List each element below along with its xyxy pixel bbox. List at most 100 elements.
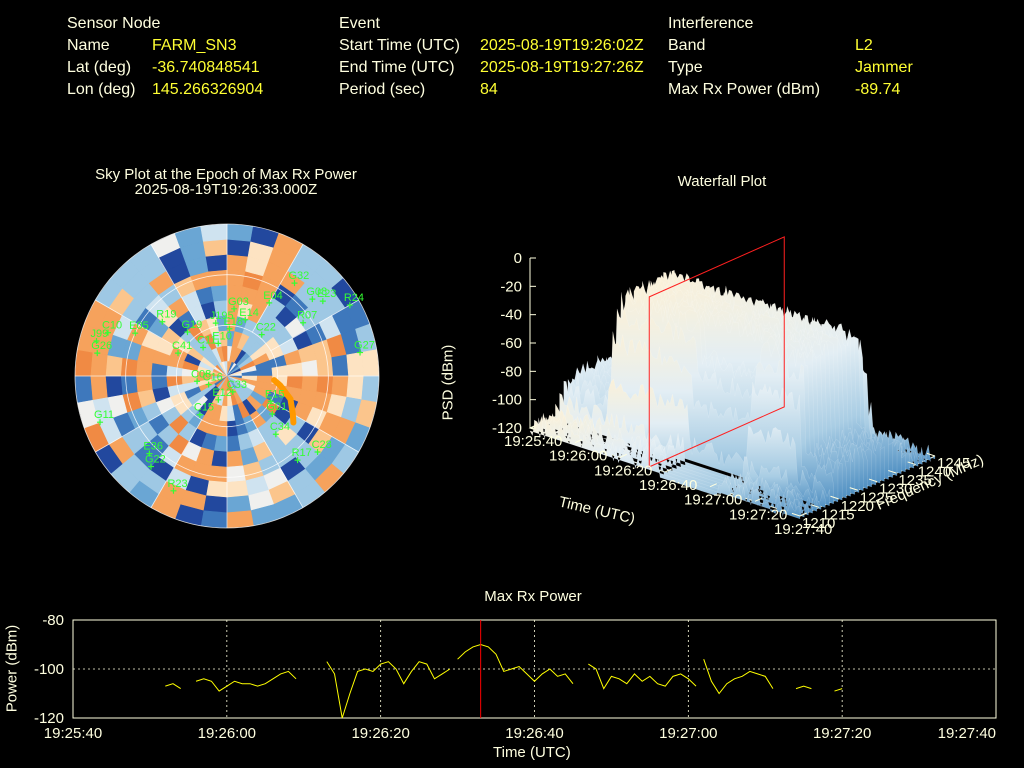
satellite-cross [205, 381, 212, 388]
sensor-lat-label: Lat (deg) [67, 59, 132, 76]
satellite-cross [196, 411, 203, 418]
freq-tick-mark [830, 495, 839, 500]
satellite-label: C08 [191, 368, 211, 380]
sky-cell [120, 375, 138, 395]
satellite-cross [272, 431, 279, 438]
satellite-cross [314, 448, 321, 455]
time-tick-mark [529, 424, 537, 429]
satellite-marker: G19 [181, 319, 202, 336]
skyplot-track [271, 377, 297, 426]
satellite-label: G32 [289, 270, 310, 282]
freq-tick-label: 1210 [802, 515, 835, 532]
satellite-marker: J99 [90, 328, 108, 345]
satellite-marker: E05 [129, 320, 149, 337]
sky-cell [200, 510, 228, 528]
satellite-marker: R23 [167, 478, 188, 494]
satellite-cross [269, 410, 276, 417]
sky-azimuth-line [251, 419, 304, 508]
power-ticks: 19:25:40 19:26:00 19:26:20 19:26:40 19:27:00… [34, 612, 996, 742]
sky-cell [208, 269, 228, 287]
satellite-label: G19 [181, 319, 202, 331]
skyplot-grid [74, 223, 380, 529]
time-tick-mark [619, 453, 627, 458]
event-end-label: End Time (UTC) [339, 59, 455, 76]
satellite-label: E36 [143, 441, 163, 453]
satellite-label: G22 [145, 454, 166, 466]
sensor-lon-value: 145.266326904 [152, 81, 264, 98]
satellite-cross [170, 487, 177, 494]
interference-power-value: -89.74 [855, 81, 901, 98]
sky-azimuth-line [95, 400, 184, 453]
event-period-value: 84 [480, 81, 498, 98]
satellite-label: R24 [344, 292, 364, 304]
power-series-segment [195, 670, 297, 692]
time-tick-label: 19:25:40 [504, 433, 562, 450]
satellite-marker: G03 [228, 296, 249, 312]
satellite-cross [93, 338, 100, 345]
waterfall-title: Waterfall Plot [677, 173, 767, 190]
sky-azimuth-line [95, 299, 184, 352]
satellite-cross [266, 299, 273, 306]
sky-azimuth-line [270, 299, 359, 352]
sky-cell [226, 510, 254, 528]
freq-tick-label: 1240 [918, 464, 951, 481]
satellite-label: E05 [129, 320, 149, 332]
sky-cell [226, 224, 254, 242]
psd-tick-label: -100 [492, 392, 522, 409]
satellite-cross [231, 305, 238, 312]
interference-band-value: L2 [855, 37, 873, 54]
satellite-label: C28 [312, 439, 332, 451]
sky-cell [205, 480, 228, 498]
sky-cell [226, 435, 241, 453]
sky-azimuth-line [251, 244, 304, 333]
psd-tick-label: -80 [500, 363, 522, 380]
time-tick-mark [754, 497, 762, 502]
satellite-label: R07 [297, 310, 317, 322]
satellite-label: G27 [354, 340, 375, 352]
max-power-track [271, 377, 297, 426]
satellite-cross [267, 398, 274, 405]
satellite-marker: G11 [94, 409, 114, 426]
sky-cell [150, 375, 168, 390]
satellite-cross [226, 325, 233, 332]
time-tick-label: 19:27:40 [774, 521, 832, 538]
satellite-cross [94, 350, 101, 357]
satellite-label: E12 [212, 387, 232, 399]
waterfall-marker-plane [648, 236, 785, 468]
sky-cell [346, 351, 365, 377]
sky-cell [331, 375, 349, 398]
satellite-label: C15 [194, 402, 214, 414]
satellite-marker: C11 [197, 335, 216, 351]
event-end-value: 2025-08-19T19:27:26Z [480, 59, 644, 76]
sensor-name-value: FARM_SN3 [152, 37, 237, 54]
sky-cell [202, 238, 228, 257]
sky-azimuth-line [150, 244, 203, 333]
skyplot-subtitle: 2025-08-19T19:26:33.000Z [134, 181, 318, 198]
time-tick-mark [709, 483, 717, 488]
power-x-tick-label: 19:26:20 [351, 725, 409, 742]
satellite-cross [132, 330, 139, 337]
satellite-marker: R24 [344, 292, 364, 309]
sky-cell [331, 354, 349, 377]
sky-cell [89, 351, 108, 377]
satellite-cross [319, 298, 326, 305]
freq-tick-label: 1225 [860, 489, 893, 506]
freq-tick-mark [907, 461, 916, 466]
sky-cell [286, 362, 304, 377]
freq-tick-mark [791, 512, 801, 517]
freq-tick-label: 1235 [898, 472, 931, 489]
satellite-label: R17 [292, 447, 312, 459]
freq-tick-label: 1230 [879, 481, 912, 498]
time-tick-label: 19:27:20 [729, 506, 787, 523]
event-start-label: Start Time (UTC) [339, 37, 460, 54]
power-y-tick-label: -100 [34, 661, 64, 678]
satellite-marker: E14 [239, 307, 259, 323]
power-x-tick-label: 19:26:40 [505, 725, 563, 742]
satellite-marker: C10 [102, 320, 122, 336]
satellite-marker: G22 [145, 454, 166, 470]
sky-cell [105, 354, 123, 377]
waterfall-ridge [529, 420, 801, 520]
satellite-marker: G26 [91, 340, 112, 357]
satellite-marker: G27 [354, 340, 375, 356]
time-tick-label: 19:26:00 [549, 448, 607, 465]
